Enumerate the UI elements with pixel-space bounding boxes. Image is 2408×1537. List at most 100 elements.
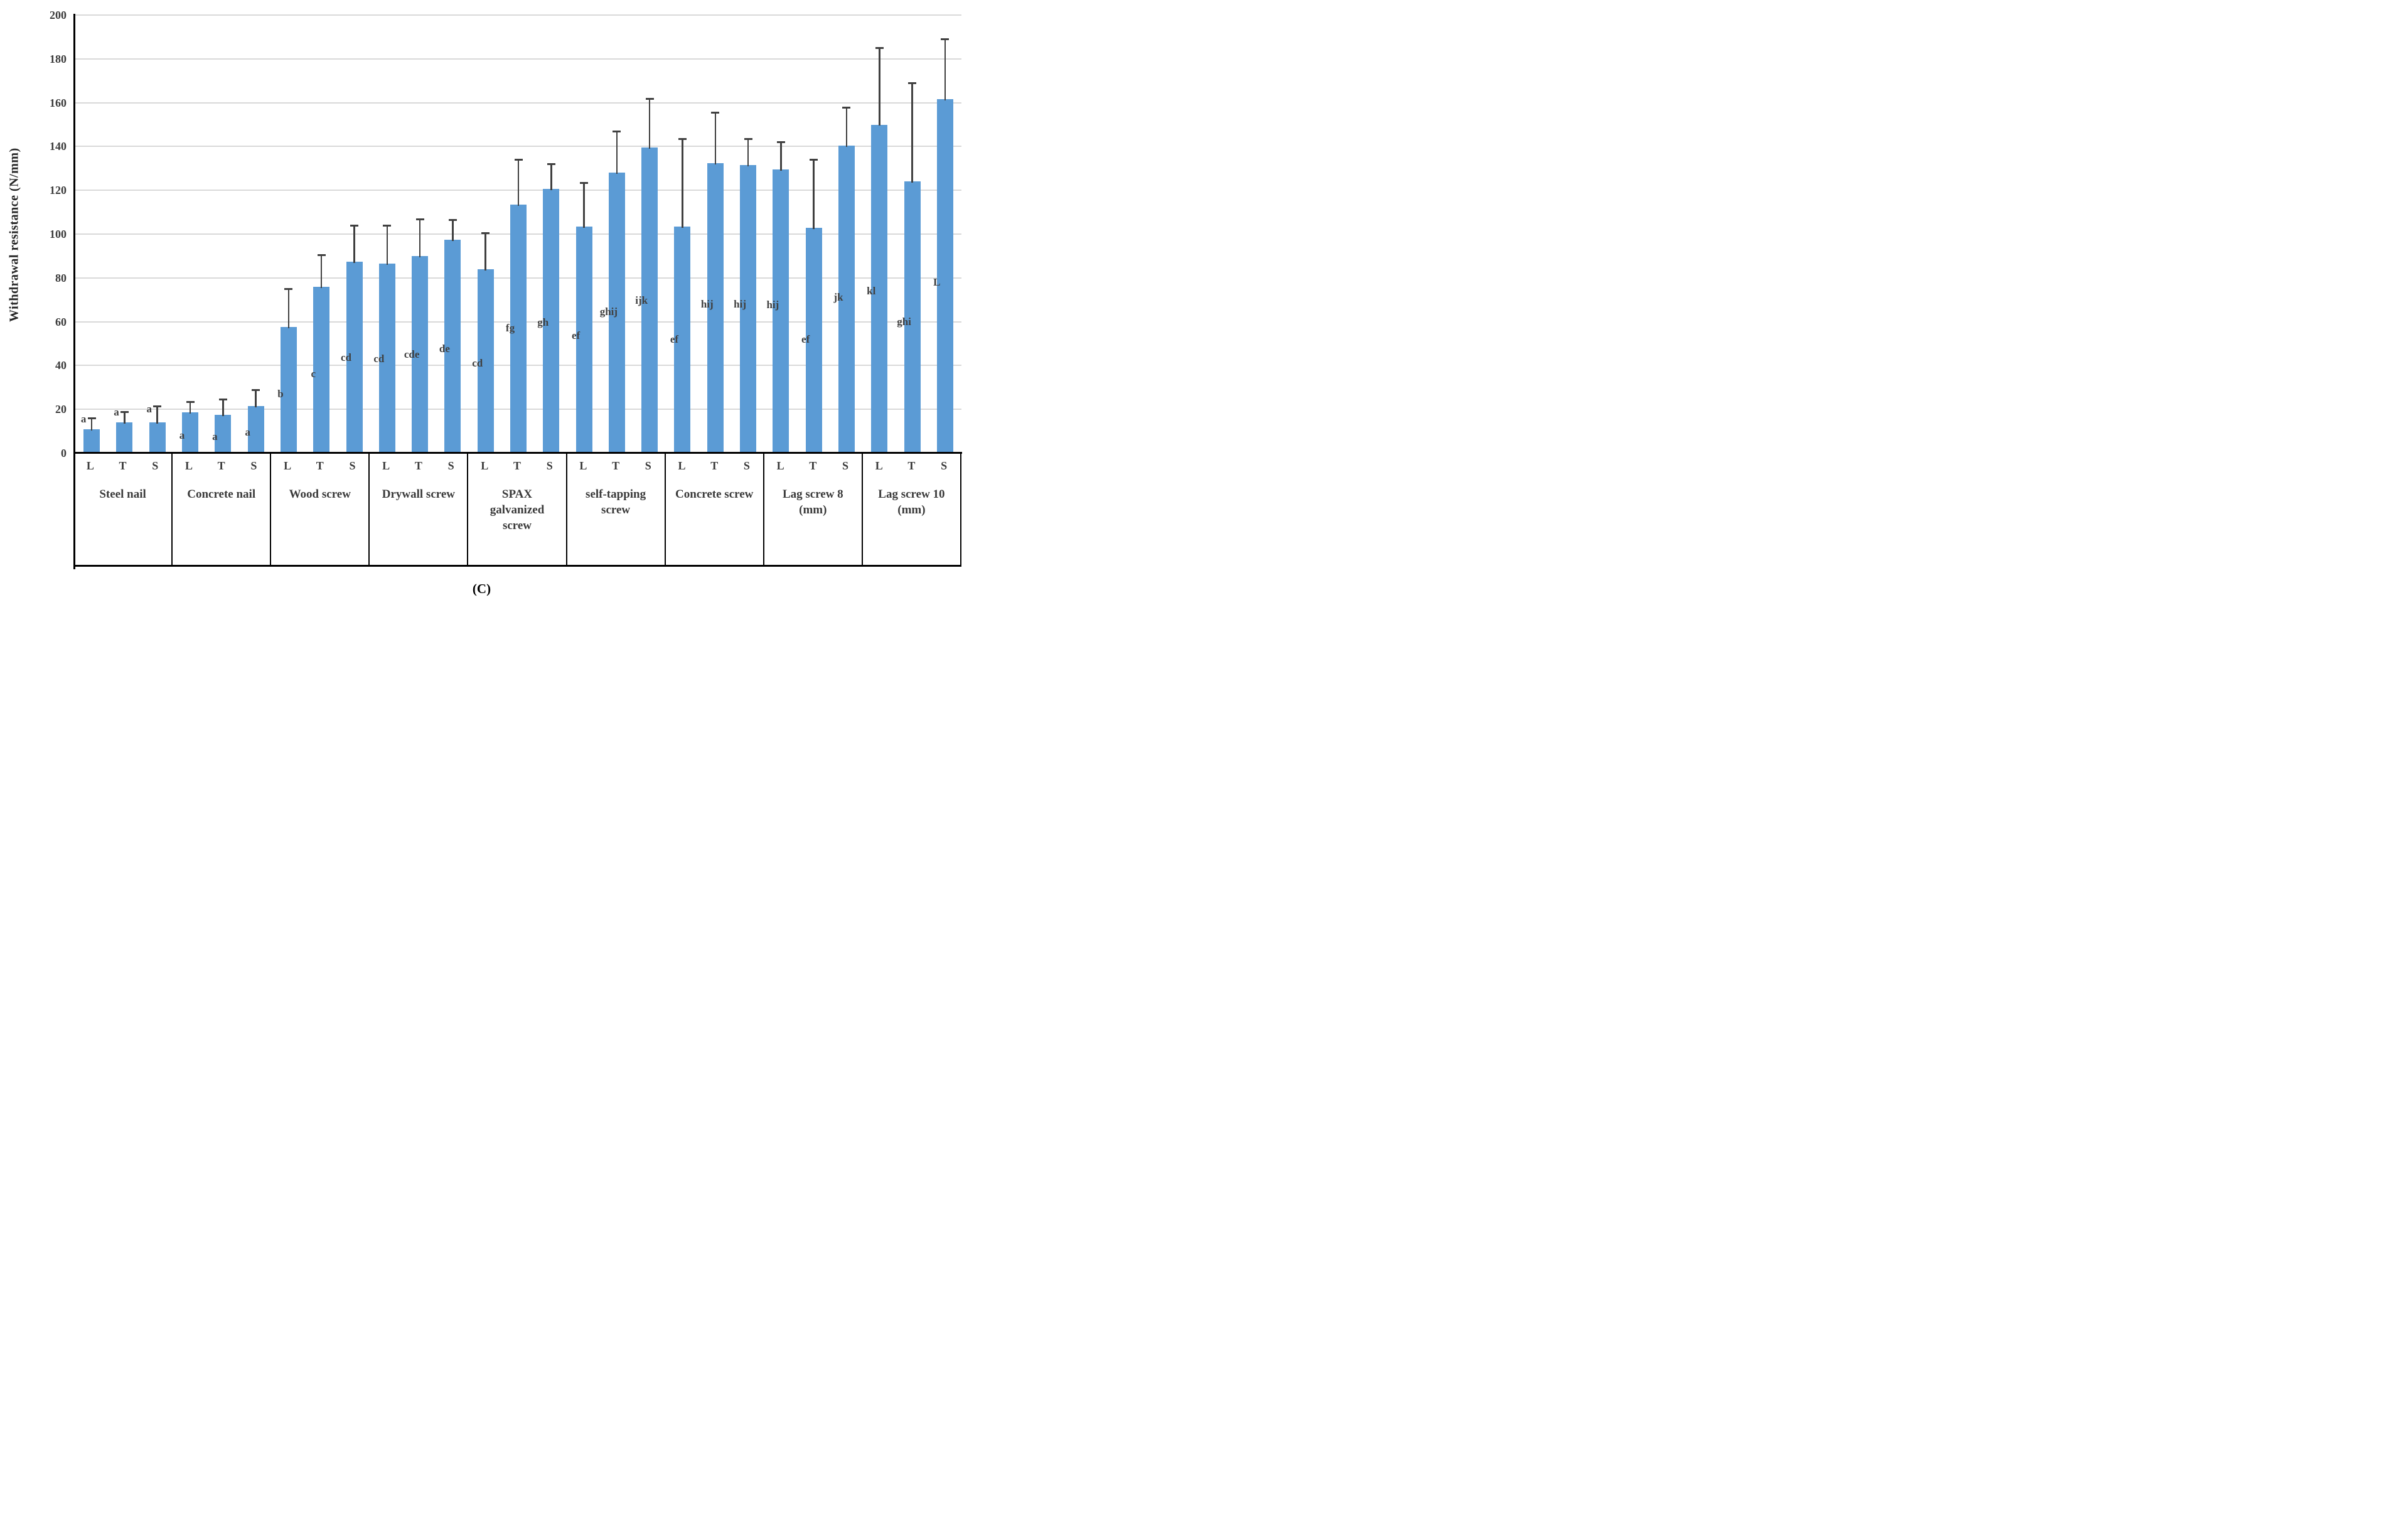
bar-concrete-screw-t	[707, 163, 724, 453]
bar-spax-galvanized-screw-t	[510, 204, 527, 453]
error-bar-cap	[481, 232, 490, 235]
error-bar-cap	[87, 417, 96, 420]
category-cell: L T S Concrete nail	[173, 454, 272, 565]
significance-letter: a	[245, 426, 250, 438]
y-tick-label-200: 200	[50, 9, 67, 21]
orientation-label-s: S	[645, 459, 651, 472]
orientation-label-l: L	[185, 459, 193, 472]
bar-lag-screw-8-mm--s	[838, 145, 855, 453]
error-bar-whisker	[714, 112, 717, 164]
significance-letter: ghi	[897, 315, 911, 328]
error-bar-whisker	[320, 255, 323, 288]
bar-lag-screw-10-mm--s	[936, 99, 953, 453]
error-bar-whisker	[813, 159, 815, 229]
significance-letter: ef	[801, 333, 810, 345]
error-bar-cap	[810, 159, 818, 161]
bar-wood-screw-s	[346, 261, 363, 453]
bar-lag-screw-10-mm--t	[904, 181, 921, 453]
category-axis-table: L T S Steel nail L T S Concrete nail L T S Wood scr…	[74, 454, 961, 567]
orientation-label-l: L	[382, 459, 390, 472]
orientation-label-l: L	[678, 459, 686, 472]
bar-self-tapping-screw-t	[608, 173, 625, 453]
orientation-label-t: T	[217, 459, 225, 472]
error-bar-cap	[711, 112, 720, 114]
category-cell: L T S SPAX galvanized screw	[468, 454, 567, 565]
orientation-label-t: T	[316, 459, 324, 472]
category-label: Lag screw 10 (mm)	[878, 488, 945, 517]
error-bar-whisker	[255, 389, 257, 407]
orientation-label-t: T	[907, 459, 916, 472]
error-bar-cap	[744, 138, 752, 141]
orientation-label-t: T	[414, 459, 422, 472]
significance-letter: a	[146, 403, 152, 415]
gridline-180	[75, 58, 961, 60]
error-bar-whisker	[682, 139, 683, 228]
significance-letter: cd	[341, 351, 352, 364]
category-cell: L T S Wood screw	[271, 454, 370, 565]
error-bar-cap	[186, 400, 195, 403]
error-bar-cap	[842, 106, 851, 109]
orientation-label-s: S	[250, 459, 257, 472]
error-bar-cap	[448, 219, 457, 222]
bar-wood-screw-l	[280, 327, 297, 453]
y-tick-label-0: 0	[61, 447, 67, 459]
significance-letter: a	[179, 429, 185, 442]
error-bar-whisker	[222, 399, 224, 416]
y-axis-line	[73, 14, 75, 569]
orientation-label-s: S	[743, 459, 750, 472]
significance-letter: c	[311, 368, 316, 380]
orientation-label-s: S	[546, 459, 553, 472]
orientation-label-s: S	[842, 459, 849, 472]
bar-drywall-screw-t	[412, 255, 429, 453]
significance-letter: hij	[766, 299, 779, 311]
error-bar-whisker	[550, 164, 552, 191]
orientation-label-t: T	[612, 459, 620, 472]
category-cell: L T S Lag screw 10 (mm)	[863, 454, 961, 565]
bar-wood-screw-t	[313, 286, 330, 453]
category-label: SPAX galvanized screw	[490, 488, 545, 533]
error-bar-cap	[580, 181, 589, 184]
error-bar-cap	[547, 163, 555, 166]
error-bar-whisker	[189, 401, 191, 414]
error-bar-whisker	[452, 220, 454, 241]
orientation-label-t: T	[710, 459, 719, 472]
error-bar-whisker	[484, 233, 486, 270]
error-bar-cap	[941, 38, 950, 41]
error-bar-whisker	[353, 225, 355, 263]
significance-letter: fg	[505, 322, 515, 335]
error-bar-whisker	[156, 405, 158, 424]
y-tick-label-160: 160	[50, 96, 67, 109]
category-cell: L T S Concrete screw	[666, 454, 764, 565]
error-bar-cap	[218, 399, 227, 401]
error-bar-cap	[350, 225, 359, 227]
error-bar-cap	[415, 218, 424, 220]
category-label: Wood screw	[289, 488, 351, 501]
significance-letter: a	[80, 412, 87, 425]
y-tick-label-120: 120	[50, 184, 67, 197]
error-bar-cap	[383, 225, 392, 227]
error-bar-whisker	[386, 225, 388, 265]
x-axis-line	[73, 452, 962, 454]
error-bar-whisker	[944, 39, 946, 101]
bar-steel-nail-t	[116, 422, 133, 453]
gridline-200	[75, 14, 961, 16]
error-bar-cap	[120, 410, 129, 413]
bar-steel-nail-s	[149, 422, 166, 453]
bar-lag-screw-8-mm--l	[773, 169, 789, 453]
error-bar-cap	[153, 405, 162, 407]
bar-concrete-nail-s	[247, 405, 264, 453]
error-bar-whisker	[879, 48, 880, 126]
orientation-label-l: L	[875, 459, 883, 472]
error-bar-cap	[514, 159, 523, 161]
bar-self-tapping-screw-s	[641, 147, 658, 453]
y-tick-label-20: 20	[55, 403, 67, 416]
gridline-160	[75, 102, 961, 104]
y-tick-label-140: 140	[50, 140, 67, 153]
significance-letter: b	[277, 387, 284, 400]
